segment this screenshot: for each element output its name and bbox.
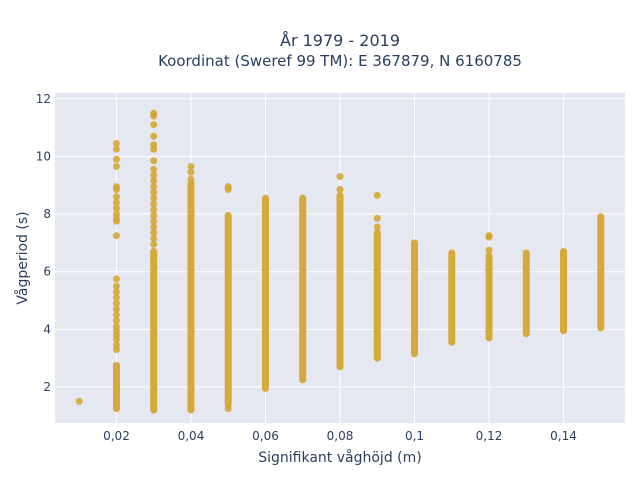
y-axis-label: Vågperiod (s) [14,211,31,304]
data-point-column [336,191,344,371]
data-point [112,210,120,218]
data-point [112,288,120,296]
data-point-column [112,361,120,413]
data-point-column [224,211,232,408]
data-point [112,311,120,319]
chart-title-line2: Koordinat (Sweref 99 TM): E 367879, N 61… [158,52,522,70]
x-tick-label: 0,06 [252,429,279,443]
data-point-column [560,248,568,335]
data-point-column [411,239,419,358]
data-point [150,206,158,214]
data-point [150,188,158,196]
data-point-column [373,229,381,362]
data-point [112,199,120,207]
data-point [150,157,158,165]
data-point [112,204,120,212]
data-point [112,162,120,170]
data-point-column [187,180,195,414]
data-point [75,397,83,405]
data-point [150,229,158,237]
data-point [224,183,232,191]
x-tick-label: 0,1 [405,429,424,443]
data-point [224,405,232,413]
data-point [187,162,195,170]
data-point-column [448,249,456,346]
data-point [187,175,195,183]
y-tick-label: 4 [43,322,51,336]
data-markers [75,109,605,414]
data-point [373,191,381,199]
data-point [150,223,158,231]
y-tick-label: 6 [43,265,51,279]
data-point-column [150,248,158,414]
data-point [485,246,493,254]
y-tick-label: 8 [43,207,51,221]
data-point-column [261,194,269,392]
data-point [112,193,120,201]
x-tick-label: 0,02 [103,429,130,443]
data-point [485,232,493,240]
data-point-column [597,213,605,332]
data-point [150,240,158,248]
data-point [150,194,158,202]
data-point [112,305,120,313]
data-point [150,211,158,219]
x-tick-label: 0,12 [476,429,503,443]
data-point [112,232,120,240]
x-tick-label: 0,04 [178,429,205,443]
data-point [112,341,120,349]
data-point [112,317,120,325]
chart-title-line1: År 1979 - 2019 [280,31,400,50]
data-point [112,282,120,290]
data-point [112,275,120,283]
data-point [112,294,120,302]
data-point [336,186,344,194]
data-point [150,121,158,129]
data-point-column [299,194,307,384]
y-tick-label: 2 [43,380,51,394]
y-tick-label: 10 [36,149,51,163]
x-tick-labels: 0,02 0,04 0,06 0,08 0,1 0,12 0,14 [103,429,577,443]
y-tick-labels: 2 4 6 8 10 12 [36,92,51,394]
data-point [150,141,158,149]
data-point [373,214,381,222]
data-point-column [522,249,530,338]
data-point [112,145,120,153]
data-point [112,183,120,191]
data-point [150,235,158,243]
data-point [150,171,158,179]
x-axis-label: Signifikant våghöjd (m) [258,449,421,466]
data-point [150,109,158,117]
data-point [112,155,120,163]
data-point-column [485,252,493,342]
data-point [150,132,158,140]
x-tick-label: 0,14 [550,429,577,443]
data-point [150,217,158,225]
y-tick-label: 12 [36,92,51,106]
data-point [150,183,158,191]
data-point [150,177,158,185]
data-point [336,173,344,181]
data-point [150,200,158,208]
data-point [112,299,120,307]
data-point [112,322,120,330]
data-point [373,223,381,231]
data-point [187,168,195,176]
data-point [112,139,120,147]
x-tick-label: 0,08 [327,429,354,443]
data-point [150,165,158,173]
